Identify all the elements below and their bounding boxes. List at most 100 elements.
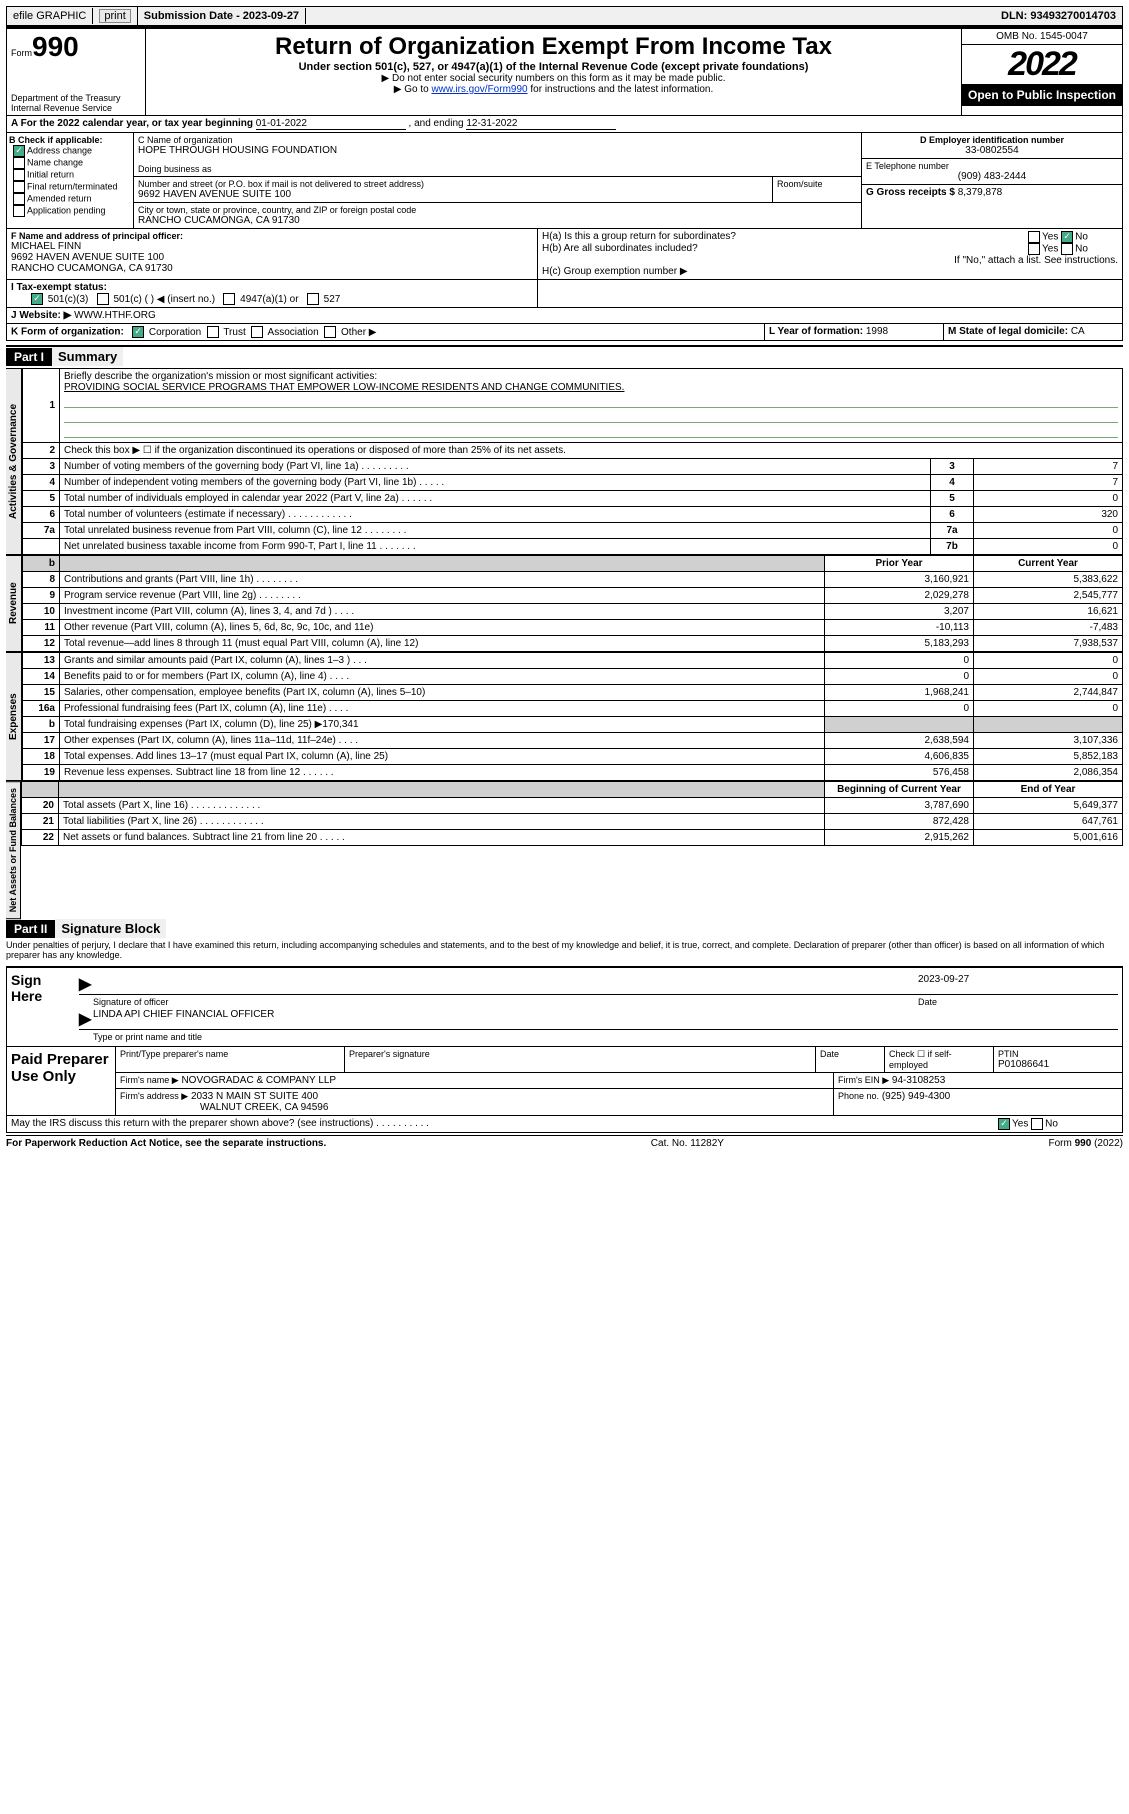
preparer-date-label: Date: [820, 1049, 880, 1059]
i-label: I Tax-exempt status:: [11, 282, 107, 293]
vtab-governance: Activities & Governance: [6, 368, 22, 555]
e-phone-label: E Telephone number: [866, 161, 1118, 171]
b-option[interactable]: Final return/terminated: [9, 181, 131, 193]
l-label: L Year of formation:: [769, 326, 866, 337]
f-label: F Name and address of principal officer:: [11, 231, 533, 241]
ha-no-checkbox[interactable]: ✓: [1061, 231, 1073, 243]
form-subtitle-3: ▶ Go to www.irs.gov/Form990 for instruct…: [150, 84, 957, 95]
dba-label: Doing business as: [138, 164, 857, 174]
table-row: 17Other expenses (Part IX, column (A), l…: [23, 733, 1123, 749]
table-row: 16aProfessional fundraising fees (Part I…: [23, 701, 1123, 717]
hb-label: H(b) Are all subordinates included?: [542, 243, 1028, 255]
dept-treasury: Department of the Treasury: [11, 93, 141, 103]
org-info-block: B Check if applicable: ✓Address changeNa…: [6, 133, 1123, 229]
hc-label: H(c) Group exemption number ▶: [542, 266, 1118, 277]
table-row: 19Revenue less expenses. Subtract line 1…: [23, 765, 1123, 781]
form-label: Form: [11, 48, 32, 58]
firm-name: NOVOGRADAC & COMPANY LLP: [181, 1075, 336, 1086]
d-ein-label: D Employer identification number: [866, 135, 1118, 145]
firm-ein-label: Firm's EIN ▶: [838, 1075, 889, 1085]
hb-yes-checkbox[interactable]: [1028, 243, 1040, 255]
mission-text: PROVIDING SOCIAL SERVICE PROGRAMS THAT E…: [64, 382, 624, 393]
arrow-icon: ▶: [79, 1009, 93, 1029]
table-row: 12Total revenue—add lines 8 through 11 (…: [23, 636, 1123, 652]
firm-addr2: WALNUT CREEK, CA 94596: [120, 1102, 328, 1113]
discuss-no-checkbox[interactable]: [1031, 1118, 1043, 1130]
hb-note: If "No," attach a list. See instructions…: [542, 255, 1118, 266]
dln: DLN: 93493270014703: [995, 8, 1122, 24]
b-option[interactable]: ✓Address change: [9, 145, 131, 157]
ptin-value: P01086641: [998, 1059, 1118, 1070]
ein-value: 33-0802554: [866, 145, 1118, 156]
website-row: J Website: ▶ WWW.HTHF.ORG: [6, 308, 1123, 324]
firm-addr1: 2033 N MAIN ST SUITE 400: [191, 1091, 318, 1102]
k-option[interactable]: Association: [246, 327, 319, 338]
b-option[interactable]: Application pending: [9, 205, 131, 217]
hb-no-checkbox[interactable]: [1061, 243, 1073, 255]
table-row: 7aTotal unrelated business revenue from …: [23, 523, 1123, 539]
open-to-public: Open to Public Inspection: [962, 84, 1122, 106]
paid-preparer-label: Paid Preparer Use Only: [7, 1047, 116, 1115]
tax-year-begin: 01-01-2022: [256, 118, 406, 130]
table-row: 22Net assets or fund balances. Subtract …: [22, 830, 1123, 846]
c-name-label: C Name of organization: [138, 135, 857, 145]
revenue-table: b Prior Year Current Year 8Contributions…: [22, 555, 1123, 652]
i-option[interactable]: ✓ 501(c)(3): [31, 294, 97, 305]
k-option[interactable]: Trust: [201, 327, 246, 338]
m-value: CA: [1071, 326, 1085, 337]
officer-addr1: 9692 HAVEN AVENUE SUITE 100: [11, 252, 533, 263]
line-a: A For the 2022 calendar year, or tax yea…: [6, 116, 1123, 133]
sig-date: 2023-09-27: [918, 974, 1118, 994]
firm-ein: 94-3108253: [892, 1075, 945, 1086]
table-row: 15Salaries, other compensation, employee…: [23, 685, 1123, 701]
footer-cat: Cat. No. 11282Y: [651, 1138, 724, 1149]
i-option[interactable]: 501(c) ( ) ◀ (insert no.): [97, 294, 224, 305]
j-label: J Website: ▶: [11, 310, 71, 321]
omb-number: OMB No. 1545-0047: [962, 29, 1122, 45]
sig-name-label: Type or print name and title: [93, 1032, 202, 1042]
k-option[interactable]: ✓ Corporation: [127, 327, 202, 338]
org-name: HOPE THROUGH HOUSING FOUNDATION: [138, 145, 857, 156]
form-subtitle-1: Under section 501(c), 527, or 4947(a)(1)…: [150, 61, 957, 73]
i-option[interactable]: 4947(a)(1) or: [223, 294, 306, 305]
submission-date: Submission Date - 2023-09-27: [138, 8, 306, 24]
table-row: Net unrelated business taxable income fr…: [23, 539, 1123, 555]
preparer-sig-label: Preparer's signature: [349, 1049, 811, 1059]
sign-here-label: Sign Here: [7, 968, 75, 1046]
topbar: efile GRAPHIC print Submission Date - 20…: [6, 6, 1123, 26]
irs-link[interactable]: www.irs.gov/Form990: [431, 84, 527, 95]
part2-header: Part IISignature Block: [6, 919, 1123, 938]
sig-date-label: Date: [918, 997, 1118, 1007]
dept-irs: Internal Revenue Service: [11, 103, 141, 113]
i-option[interactable]: 527: [307, 294, 349, 305]
website-value: WWW.HTHF.ORG: [74, 310, 156, 321]
self-employed-check: Check ☐ if self-employed: [885, 1047, 994, 1072]
footer-right: Form 990 (2022): [1049, 1138, 1123, 1149]
table-row: 4Number of independent voting members of…: [23, 475, 1123, 491]
phone-value: (909) 483-2444: [866, 171, 1118, 182]
vtab-revenue: Revenue: [6, 555, 22, 652]
gross-receipts-value: 8,379,878: [958, 187, 1003, 198]
table-row: 6Total number of volunteers (estimate if…: [23, 507, 1123, 523]
table-row: 8Contributions and grants (Part VIII, li…: [23, 572, 1123, 588]
discuss-yes-checkbox[interactable]: ✓: [998, 1118, 1010, 1130]
k-option[interactable]: Other ▶: [319, 327, 377, 338]
city-label: City or town, state or province, country…: [138, 205, 857, 215]
vtab-net-assets: Net Assets or Fund Balances: [6, 781, 21, 919]
table-row: 11Other revenue (Part VIII, column (A), …: [23, 620, 1123, 636]
paid-preparer-block: Paid Preparer Use Only Print/Type prepar…: [6, 1047, 1123, 1116]
b-option[interactable]: Initial return: [9, 169, 131, 181]
efile-label: efile GRAPHIC: [7, 8, 93, 24]
officer-name: MICHAEL FINN: [11, 241, 533, 252]
tax-year: 2022: [962, 45, 1122, 84]
footer-left: For Paperwork Reduction Act Notice, see …: [6, 1138, 326, 1149]
firm-phone-label: Phone no.: [838, 1091, 879, 1101]
form-number: 990: [32, 31, 79, 62]
b-option[interactable]: Amended return: [9, 193, 131, 205]
ha-yes-checkbox[interactable]: [1028, 231, 1040, 243]
print-button[interactable]: print: [99, 9, 130, 23]
b-option[interactable]: Name change: [9, 157, 131, 169]
table-row: 5Total number of individuals employed in…: [23, 491, 1123, 507]
arrow-icon: ▶: [79, 974, 93, 994]
table-row: 14Benefits paid to or for members (Part …: [23, 669, 1123, 685]
